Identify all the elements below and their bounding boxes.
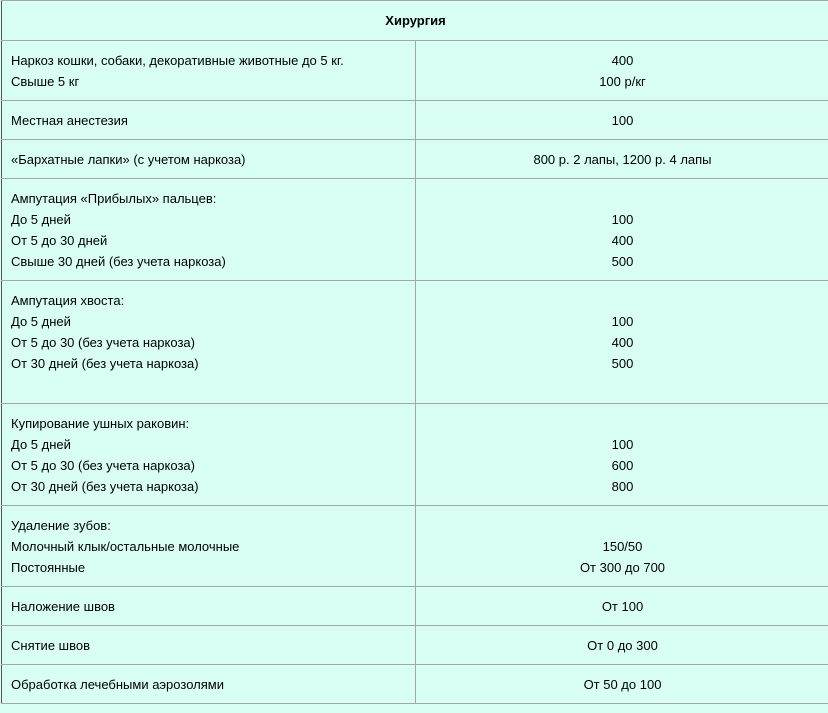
price-cell: 100 400 500 <box>415 280 828 404</box>
table-row: Ампутация «Прибылых» пальцев: До 5 дней От… <box>1 178 828 281</box>
service-cell: «Бархатные лапки» (с учетом наркоза) <box>1 139 416 179</box>
price-text: 100 <box>611 437 634 452</box>
price-text: От 300 до 700 <box>579 560 666 575</box>
table-row: «Бархатные лапки» (с учетом наркоза) 800 … <box>1 139 828 179</box>
table-row: Наложение швов От 100 <box>1 586 828 626</box>
price-cell: 100 600 800 <box>415 403 828 506</box>
service-cell: Ампутация хвоста: До 5 дней От 5 до 30 (бе… <box>1 280 416 404</box>
service-cell: Ампутация «Прибылых» пальцев: До 5 дней От… <box>1 178 416 281</box>
service-cell: Купирование ушных раковин: До 5 дней От 5 … <box>1 403 416 506</box>
service-cell: Обработка лечебными аэрозолями <box>1 664 416 704</box>
price-cell: 150/50 От 300 до 700 <box>415 505 828 587</box>
price-text: 800 р. 2 лапы, 1200 р. 4 лапы <box>533 152 712 167</box>
service-text: От 5 до 30 (без учета наркоза) <box>11 458 195 473</box>
service-text: Купирование ушных раковин: <box>11 416 190 431</box>
price-text: 500 <box>611 254 634 269</box>
price-cell: 800 р. 2 лапы, 1200 р. 4 лапы <box>415 139 828 179</box>
table-row: Снятие швов От 0 до 300 <box>1 625 828 665</box>
service-text: Местная анестезия <box>11 113 128 128</box>
service-text: До 5 дней <box>11 212 71 227</box>
price-text: 100 <box>611 113 634 128</box>
price-text: От 100 <box>601 599 644 614</box>
price-text <box>416 188 828 209</box>
service-text: От 30 дней (без учета наркоза) <box>11 479 199 494</box>
price-cell: От 50 до 100 <box>415 664 828 704</box>
service-cell: Наложение швов <box>1 586 416 626</box>
table-row: Купирование ушных раковин: До 5 дней От 5 … <box>1 403 828 506</box>
service-cell: Снятие швов <box>1 625 416 665</box>
price-text: От 0 до 300 <box>587 638 658 653</box>
price-text: 100 <box>611 314 634 329</box>
service-text: От 5 до 30 (без учета наркоза) <box>11 335 195 350</box>
price-text <box>416 413 828 434</box>
price-text: 100 <box>611 212 634 227</box>
service-text: Ампутация хвоста: <box>11 293 125 308</box>
price-text: 150/50 <box>602 539 643 554</box>
service-cell: Удаление зубов: Молочный клык/остальные м… <box>1 505 416 587</box>
price-text: 400 <box>611 233 634 248</box>
service-text: От 30 дней (без учета наркоза) <box>11 356 199 371</box>
price-text: 500 <box>611 356 634 371</box>
service-text: До 5 дней <box>11 437 71 452</box>
price-cell: 100 400 500 <box>415 178 828 281</box>
price-cell: От 0 до 300 <box>415 625 828 665</box>
price-text: 100 р/кг <box>599 74 646 89</box>
table-header-row: Хирургия <box>1 0 828 41</box>
price-cell: 400 100 р/кг <box>415 40 828 101</box>
table-row: Местная анестезия 100 <box>1 100 828 140</box>
service-cell: Местная анестезия <box>1 100 416 140</box>
table-row: Обработка лечебными аэрозолями От 50 до 1… <box>1 664 828 704</box>
price-text: 800 <box>611 479 634 494</box>
price-text <box>416 515 828 536</box>
price-cell: 100 <box>415 100 828 140</box>
service-text: Наркоз кошки, собаки, декоративные живот… <box>11 53 344 68</box>
service-text: Обработка лечебными аэрозолями <box>11 677 224 692</box>
service-text: Молочный клык/остальные молочные <box>11 539 240 554</box>
service-text: Ампутация «Прибылых» пальцев: <box>11 191 217 206</box>
service-text: Наложение швов <box>11 599 115 614</box>
service-text: «Бархатные лапки» (с учетом наркоза) <box>11 152 246 167</box>
service-text: От 5 до 30 дней <box>11 233 108 248</box>
table-row: Удаление зубов: Молочный клык/остальные м… <box>1 505 828 587</box>
price-cell: От 100 <box>415 586 828 626</box>
service-cell: Наркоз кошки, собаки, декоративные живот… <box>1 40 416 101</box>
price-text: 600 <box>611 458 634 473</box>
table-row: Наркоз кошки, собаки, декоративные живот… <box>1 40 828 101</box>
service-text: Снятие швов <box>11 638 90 653</box>
table-row: Ампутация хвоста: До 5 дней От 5 до 30 (бе… <box>1 280 828 404</box>
service-text: Свыше 30 дней (без учета наркоза) <box>11 254 226 269</box>
section-title: Хирургия <box>1 0 828 41</box>
service-text: До 5 дней <box>11 314 71 329</box>
price-text <box>416 290 828 311</box>
service-text: Свыше 5 кг <box>11 74 80 89</box>
service-text: Удаление зубов: <box>11 518 111 533</box>
price-text: 400 <box>611 53 634 68</box>
service-text: Постоянные <box>11 560 86 575</box>
price-text: 400 <box>611 335 634 350</box>
price-text: От 50 до 100 <box>583 677 662 692</box>
